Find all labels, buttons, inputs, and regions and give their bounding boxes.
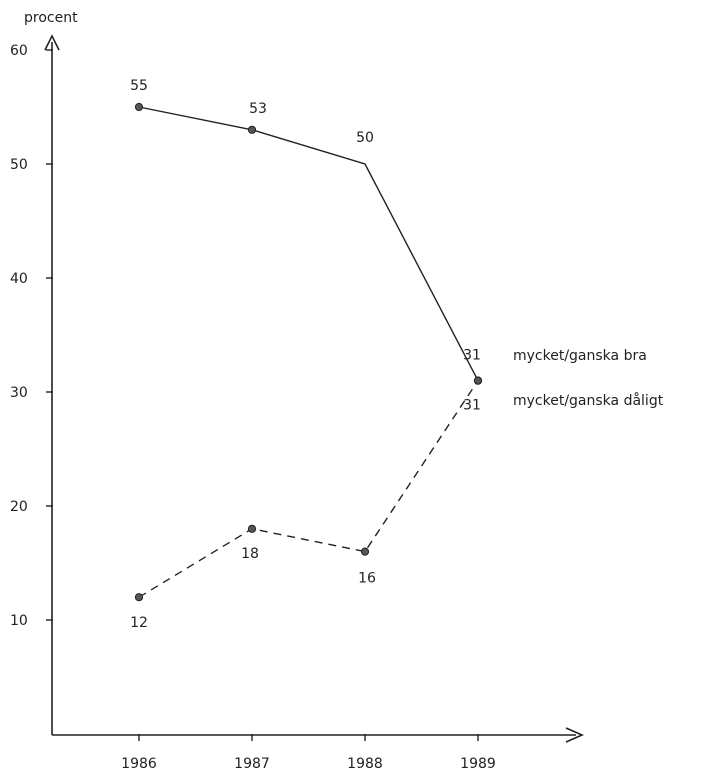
data-point (134, 102, 144, 112)
x-tick-label: 1987 (234, 756, 270, 772)
data-label: 31 (463, 348, 481, 364)
y-tick-label: 40 (10, 271, 28, 287)
series-line-bra (138, 106, 479, 381)
series-labels: mycket/ganska bra mycket/ganska dåligt (513, 348, 664, 409)
data-labels: 55 53 50 31 12 18 16 31 (130, 78, 481, 631)
data-label: 12 (130, 615, 148, 631)
data-label: 50 (356, 130, 374, 146)
x-ticks: 1986 1987 1988 1989 (121, 734, 496, 772)
data-label: 55 (130, 78, 148, 94)
y-tick-label: 10 (10, 613, 28, 629)
axes (44, 34, 584, 743)
data-point (247, 125, 257, 134)
data-point (134, 593, 144, 602)
y-ticks: 10 20 30 40 50 60 (10, 43, 53, 629)
markers (134, 102, 483, 602)
data-label: 18 (241, 546, 259, 562)
y-tick-label: 50 (10, 157, 28, 173)
x-tick-label: 1988 (347, 756, 383, 772)
y-tick-label: 30 (10, 385, 28, 401)
x-axis-arrow (565, 727, 584, 743)
series-line-daligt (138, 380, 479, 598)
data-label: 31 (463, 398, 481, 414)
series-lines (138, 106, 479, 598)
y-tick-label: 20 (10, 499, 28, 515)
series-label-daligt: mycket/ganska dåligt (513, 392, 664, 409)
data-point (360, 547, 370, 556)
x-tick-label: 1986 (121, 756, 157, 772)
y-tick-label: 60 (10, 43, 28, 59)
y-axis-arrow (44, 34, 60, 51)
data-point (247, 524, 257, 533)
series-label-bra: mycket/ganska bra (513, 348, 647, 364)
data-label: 16 (358, 571, 376, 587)
data-point (473, 376, 483, 385)
y-axis-title: procent (24, 10, 78, 26)
data-label: 53 (249, 101, 267, 117)
x-tick-label: 1989 (460, 756, 496, 772)
